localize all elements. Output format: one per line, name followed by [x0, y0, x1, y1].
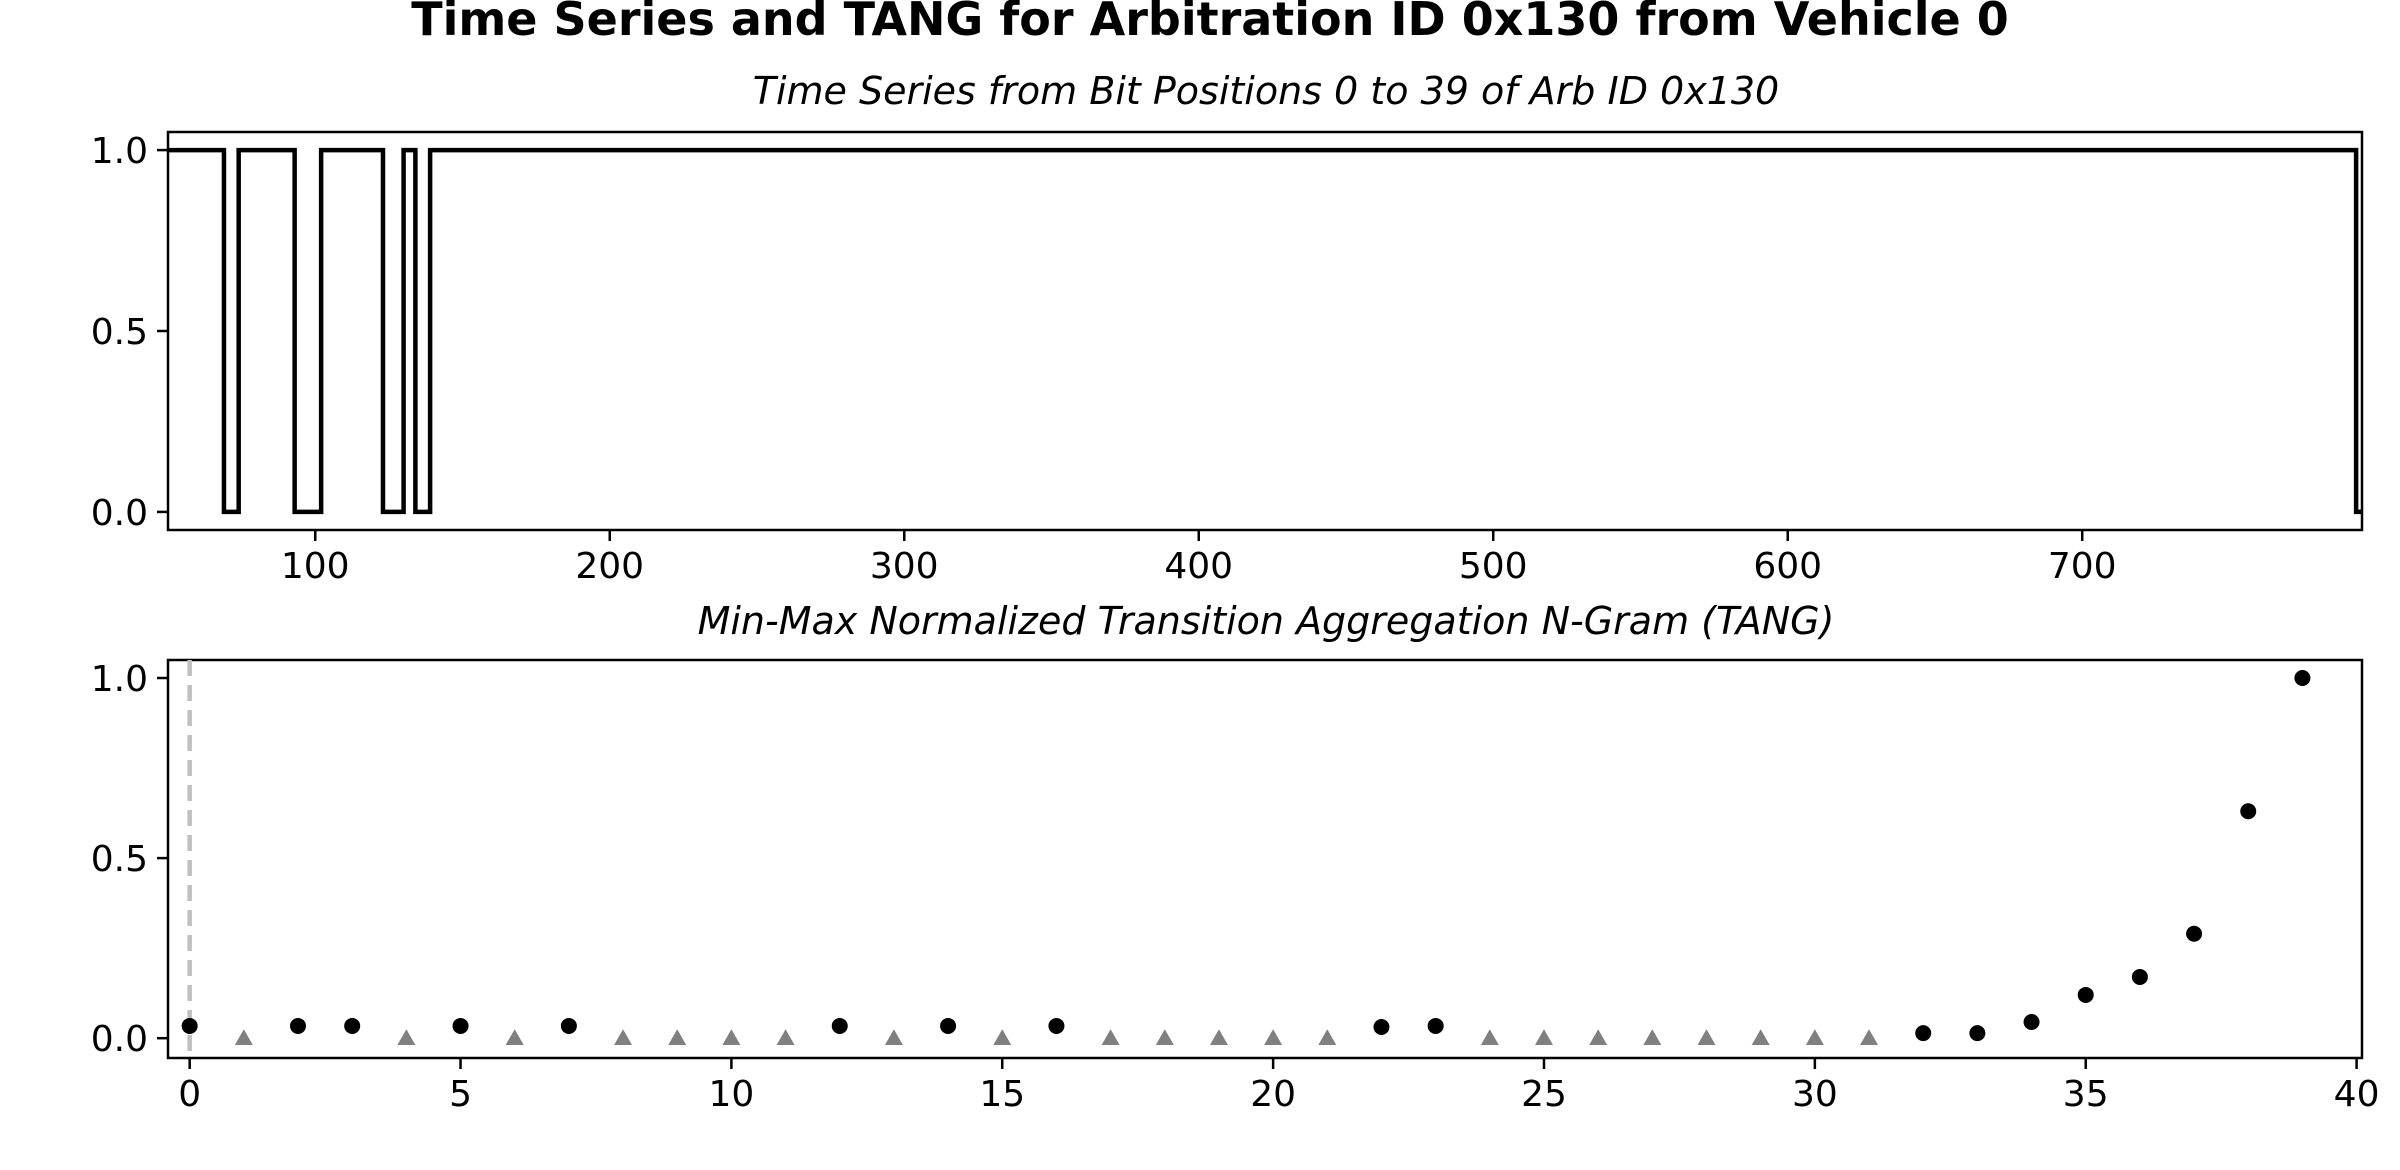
tang-x-tick-label: 30 — [1792, 1074, 1838, 1115]
tang-point-circle — [452, 1017, 469, 1034]
top-plot-title: Time Series from Bit Positions 0 to 39 o… — [753, 69, 1780, 113]
tang-x-tick-label: 0 — [178, 1074, 201, 1115]
time-series-x-tick-label: 600 — [1753, 546, 1822, 587]
tang-point-triangle — [1318, 1029, 1337, 1045]
tang-point-triangle — [397, 1029, 416, 1045]
tang-point-triangle — [1534, 1029, 1553, 1045]
time-series-axes-frame — [166, 130, 2364, 532]
tang-point-triangle — [1155, 1029, 1174, 1045]
tang-point-triangle — [884, 1029, 903, 1045]
tang-point-circle — [831, 1017, 848, 1034]
tang-point-circle — [560, 1017, 577, 1034]
time-series-x-tick-label: 300 — [870, 546, 939, 587]
tang-point-circle — [1373, 1019, 1390, 1036]
tang-axes-frame — [166, 658, 2364, 1060]
tang-point-triangle — [993, 1029, 1012, 1045]
time-series-line — [168, 147, 2362, 515]
tang-point-triangle — [1805, 1029, 1824, 1045]
tang-point-triangle — [614, 1029, 633, 1045]
tang-point-triangle — [1697, 1029, 1716, 1045]
tang-x-tick-label: 5 — [449, 1074, 472, 1115]
time-series-x-tick-label: 400 — [1164, 546, 1233, 587]
time-series-y-tick-label: 0.5 — [91, 312, 148, 353]
tang-x-tick-label: 25 — [1521, 1074, 1567, 1115]
tang-point-circle — [2186, 925, 2203, 942]
tang-point-circle — [1969, 1025, 1986, 1042]
tang-point-circle — [2077, 986, 2094, 1003]
time-series-x-tick-label: 100 — [281, 546, 350, 587]
tang-point-triangle — [505, 1029, 524, 1045]
tang-y-tick-label: 0.0 — [91, 1019, 148, 1060]
time-series-x-tick-label: 200 — [575, 546, 644, 587]
tang-point-circle — [940, 1017, 957, 1034]
tang-point-triangle — [1101, 1029, 1120, 1045]
tang-point-circle — [2131, 968, 2148, 985]
tang-point-triangle — [1589, 1029, 1608, 1045]
tang-point-triangle — [722, 1029, 741, 1045]
tang-point-triangle — [1480, 1029, 1499, 1045]
tang-point-circle — [2294, 670, 2311, 687]
tang-point-circle — [1915, 1025, 1932, 1042]
tang-point-circle — [1427, 1017, 1444, 1034]
time-series-y-tick-label: 0.0 — [91, 493, 148, 534]
time-series-x-tick-label: 700 — [2048, 546, 2117, 587]
tang-point-circle — [290, 1017, 307, 1034]
time-series-x-tick-label: 500 — [1459, 546, 1528, 587]
tang-point-circle — [1048, 1017, 1065, 1034]
tang-x-tick-label: 15 — [979, 1074, 1025, 1115]
tang-point-circle — [344, 1017, 361, 1034]
tang-point-triangle — [234, 1029, 253, 1045]
tang-point-triangle — [1209, 1029, 1228, 1045]
tang-point-triangle — [668, 1029, 687, 1045]
tang-scatter-plot: 0 5 10 15 20 25 30 35 40 0.0 0.5 1.0 — [91, 658, 2380, 1115]
tang-point-triangle — [776, 1029, 795, 1045]
tang-x-tick-label: 20 — [1250, 1074, 1296, 1115]
tang-x-tick-label: 40 — [2334, 1074, 2380, 1115]
tang-point-circle — [181, 1017, 198, 1034]
tang-y-tick-label: 0.5 — [91, 839, 148, 880]
tang-point-triangle — [1751, 1029, 1770, 1045]
time-series-plot: 100 200 300 400 500 600 700 0.0 0.5 1.0 — [91, 130, 2364, 587]
tang-point-triangle — [1643, 1029, 1662, 1045]
figure-title: Time Series and TANG for Arbitration ID … — [411, 0, 2009, 46]
tang-x-tick-label: 10 — [708, 1074, 754, 1115]
tang-point-triangle — [1860, 1029, 1879, 1045]
time-series-y-tick-label: 1.0 — [91, 131, 148, 172]
tang-y-tick-label: 1.0 — [91, 659, 148, 700]
tang-point-circle — [2240, 803, 2257, 820]
tang-x-tick-label: 35 — [2063, 1074, 2109, 1115]
bottom-plot-title: Min-Max Normalized Transition Aggregatio… — [698, 599, 1835, 643]
tang-point-triangle — [1264, 1029, 1283, 1045]
tang-point-circle — [2023, 1013, 2040, 1030]
